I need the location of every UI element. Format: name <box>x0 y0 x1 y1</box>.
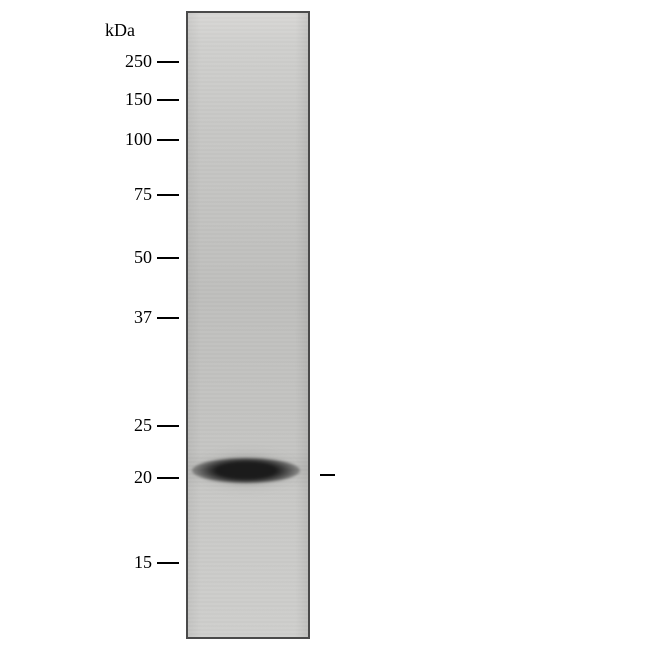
ladder-tick-37 <box>157 317 179 319</box>
ladder-label-15: 15 <box>102 552 152 573</box>
kda-header-label: kDa <box>105 20 135 41</box>
ladder-label-100: 100 <box>102 129 152 150</box>
ladder-label-250: 250 <box>102 51 152 72</box>
ladder-tick-100 <box>157 139 179 141</box>
ladder-label-150: 150 <box>102 89 152 110</box>
ladder-label-37: 37 <box>102 307 152 328</box>
ladder-tick-50 <box>157 257 179 259</box>
band-position-marker <box>320 474 335 476</box>
ladder-tick-20 <box>157 477 179 479</box>
western-blot-figure: kDa 250 150 100 75 50 37 25 20 15 <box>0 0 650 650</box>
ladder-label-50: 50 <box>102 247 152 268</box>
ladder-tick-250 <box>157 61 179 63</box>
ladder-tick-15 <box>157 562 179 564</box>
ladder-tick-150 <box>157 99 179 101</box>
ladder-label-75: 75 <box>102 184 152 205</box>
ladder-label-25: 25 <box>102 415 152 436</box>
ladder-tick-75 <box>157 194 179 196</box>
ladder-label-20: 20 <box>102 467 152 488</box>
ladder-tick-25 <box>157 425 179 427</box>
blot-lane-border <box>186 11 310 639</box>
